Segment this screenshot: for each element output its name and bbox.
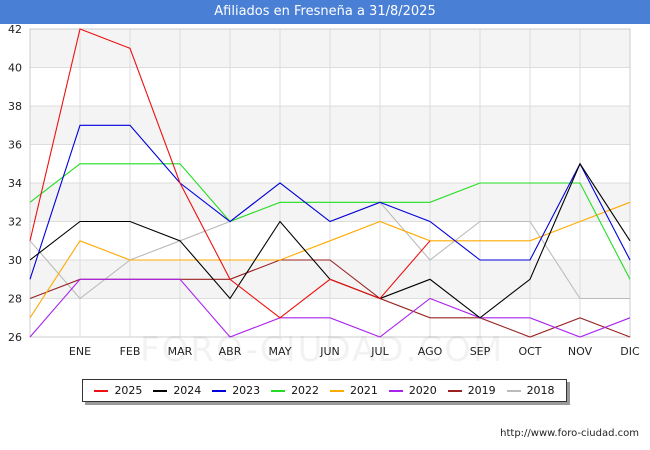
x-tick-label: MAY xyxy=(269,345,292,358)
x-tick-label: JUN xyxy=(319,345,340,358)
y-tick-label: 30 xyxy=(8,254,22,267)
x-tick-label: ABR xyxy=(219,345,242,358)
y-tick-label: 38 xyxy=(8,100,22,113)
series-line-2022 xyxy=(29,163,631,280)
legend-swatch xyxy=(506,389,521,392)
legend-swatch xyxy=(212,389,227,392)
series-line-2023 xyxy=(29,124,631,280)
chart-legend: 2025 2024 2023 2022 2021 2020 2019 2018 xyxy=(82,379,567,402)
legend-label: 2021 xyxy=(349,384,378,397)
x-tick-label: DIC xyxy=(620,345,640,358)
x-tick-label: ENE xyxy=(69,345,91,358)
y-tick-label: 26 xyxy=(8,331,22,344)
legend-label: 2023 xyxy=(232,384,261,397)
x-tick-label: OCT xyxy=(518,345,541,358)
y-tick-label: 28 xyxy=(8,293,22,306)
y-tick-label: 40 xyxy=(8,62,22,75)
y-tick-label: 32 xyxy=(8,216,22,229)
x-tick-label: MAR xyxy=(168,345,193,358)
legend-label: 2019 xyxy=(467,384,496,397)
series-line-2021 xyxy=(29,201,631,319)
series-line-2020 xyxy=(29,278,631,338)
legend-label: 2022 xyxy=(291,384,320,397)
series-line-2025 xyxy=(29,28,431,319)
legend-swatch xyxy=(94,389,109,392)
legend-item-2020: 2020 xyxy=(388,384,437,397)
legend-item-2018: 2018 xyxy=(506,384,555,397)
legend-swatch xyxy=(447,389,462,392)
x-tick-label: JUL xyxy=(370,345,389,358)
x-tick-label: NOV xyxy=(568,345,593,358)
legend-label: 2025 xyxy=(114,384,143,397)
legend-swatch xyxy=(271,389,286,392)
legend-label: 2018 xyxy=(526,384,555,397)
legend-item-2023: 2023 xyxy=(212,384,260,397)
legend-item-2025: 2025 xyxy=(94,384,142,397)
legend-item-2022: 2022 xyxy=(271,384,319,397)
x-tick-label: AGO xyxy=(418,345,443,358)
legend-item-2024: 2024 xyxy=(153,384,201,397)
legend-swatch xyxy=(329,389,344,392)
watermark: FORO-CIUDAD.COM xyxy=(140,330,505,370)
source-credit: http://www.foro-ciudad.com xyxy=(500,428,639,439)
legend-item-2019: 2019 xyxy=(447,384,496,397)
legend-swatch xyxy=(388,389,403,392)
y-tick-label: 42 xyxy=(8,23,22,36)
x-tick-label: SEP xyxy=(470,345,491,358)
legend-label: 2020 xyxy=(408,384,437,397)
legend-label: 2024 xyxy=(173,384,202,397)
y-tick-label: 36 xyxy=(8,139,22,152)
legend-item-2021: 2021 xyxy=(329,384,378,397)
chart-title: Afiliados en Fresneña a 31/8/2025 xyxy=(0,0,650,24)
legend-swatch xyxy=(153,389,168,392)
plot-area xyxy=(29,28,631,338)
x-tick-label: FEB xyxy=(120,345,141,358)
y-tick-label: 34 xyxy=(8,177,22,190)
